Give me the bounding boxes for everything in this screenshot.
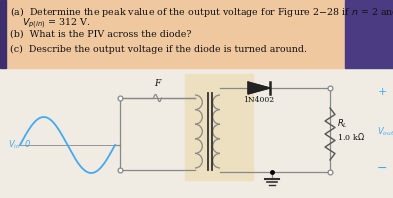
Bar (345, 0, 393, 68)
Text: 1.0 k$\Omega$: 1.0 k$\Omega$ (337, 131, 365, 142)
Text: $V_{p(in)}$ = 312 V.: $V_{p(in)}$ = 312 V. (22, 17, 90, 31)
Text: $R_L$: $R_L$ (337, 117, 348, 130)
Bar (6, 0, 345, 68)
Bar (0, 0, 6, 68)
Text: 1N4002: 1N4002 (243, 96, 275, 104)
Text: $V_{out}$: $V_{out}$ (377, 126, 393, 138)
Text: +: + (377, 87, 387, 97)
Text: (b)  What is the PIV across the diode?: (b) What is the PIV across the diode? (10, 30, 191, 39)
Text: F: F (154, 79, 161, 88)
Text: −: − (377, 162, 387, 174)
Text: (c)  Describe the output voltage if the diode is turned around.: (c) Describe the output voltage if the d… (10, 45, 307, 54)
Text: (a)  Determine the peak value of the output voltage for Figure 2$-$28 if $n$ = 2: (a) Determine the peak value of the outp… (10, 5, 393, 19)
Bar (185, 74, 253, 180)
Polygon shape (248, 82, 270, 94)
Text: $V_{in}$  0: $V_{in}$ 0 (8, 139, 32, 151)
